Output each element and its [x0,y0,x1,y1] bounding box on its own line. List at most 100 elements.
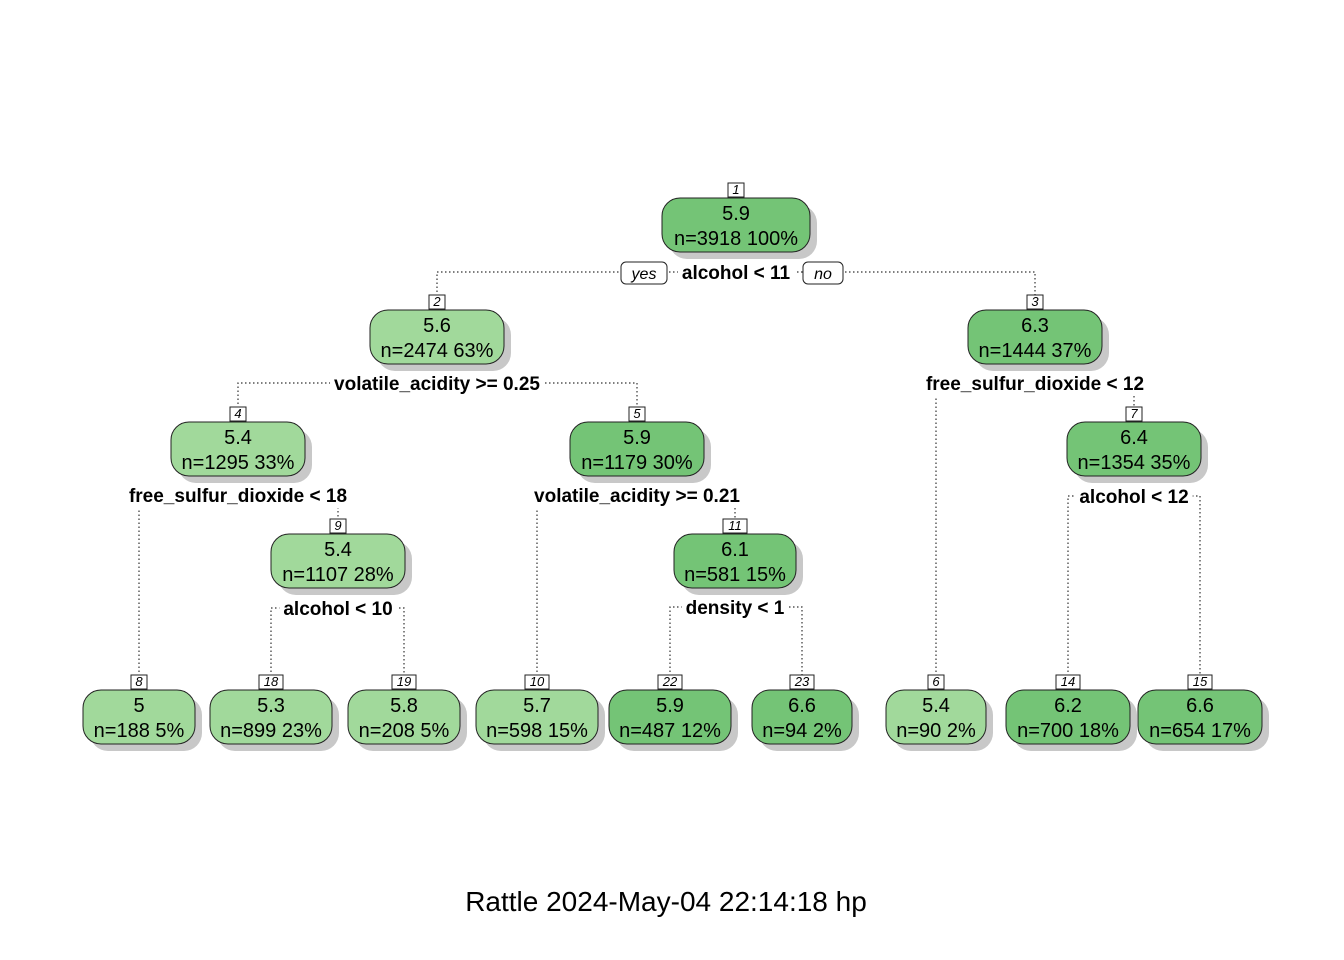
split-label-backdrop [530,485,745,508]
node-value: 5.4 [922,695,950,717]
tree-node-6: 6 5.4 n=90 2% [885,674,993,751]
tree-node-22: 22 5.9 n=487 12% [608,674,738,751]
branch-direction-labels: yes no [620,261,844,285]
tree-node-3: 3 6.3 n=1444 37% [967,294,1109,371]
node-box [82,689,196,745]
yes-label-box [620,261,668,285]
node-id-box [657,674,683,690]
node-value: 5.6 [423,315,451,337]
tree-node-11: 11 6.1 n=581 15% [673,518,803,595]
node-id: 1 [732,182,739,197]
node-id-box [789,674,815,690]
tree-node-10: 10 5.7 n=598 15% [475,674,605,751]
node-value: 5.8 [390,695,418,717]
node-box [885,689,987,745]
node-box [673,533,797,589]
tree-node-9: 9 5.4 n=1107 28% [270,518,412,595]
node-box [475,689,599,745]
node-stats: n=1179 30% [581,452,693,474]
node-stats: n=3918 100% [674,228,798,250]
tree-node-14: 14 6.2 n=700 18% [1005,674,1137,751]
split-label-node-1: alcohol < 11 [682,263,791,284]
node-value: 5.3 [257,695,285,717]
node-id-box [727,182,745,198]
node-id-box [1026,294,1044,310]
node-box [270,533,406,589]
tree-node-5: 5 5.9 n=1179 30% [569,406,711,483]
node-box [608,689,732,745]
tree-node-8: 8 5 n=188 5% [82,674,202,751]
split-label-backdrop [279,598,397,621]
node-id: 11 [728,518,742,533]
split-label-node-4: free_sulfur_dioxide < 18 [129,486,347,507]
node-value: 6.6 [788,695,816,717]
split-label-node-11: density < 1 [686,598,785,619]
node-stats: n=208 5% [359,720,450,742]
split-label-backdrop [681,597,789,620]
node-value: 5.7 [523,695,551,717]
split-label-backdrop [1075,486,1193,509]
tree-node-1: 1 5.9 n=3918 100% [661,182,817,259]
node-value: 5.4 [324,539,352,561]
yes-label: yes [631,266,657,283]
split-label-backdrop [330,373,545,396]
node-value: 6.4 [1120,427,1148,449]
node-value: 5.9 [656,695,684,717]
tree-node-15: 15 6.6 n=654 17% [1137,674,1269,751]
node-id: 10 [530,674,545,689]
node-box [569,421,705,477]
node-value: 6.3 [1021,315,1049,337]
node-id-box [130,674,148,690]
no-label-box [802,261,844,285]
split-label-node-2: volatile_acidity >= 0.25 [334,374,540,395]
split-labels: alcohol < 11 volatile_acidity >= 0.25 free… [124,262,1193,621]
node-box [170,421,306,477]
node-stats: n=899 23% [220,720,322,742]
node-stats: n=1295 33% [182,452,295,474]
node-stats: n=94 2% [762,720,842,742]
node-value: 6.1 [721,539,749,561]
tree-nodes: 1 5.9 n=3918 100% 2 5.6 n=2474 63% 3 6.3 n=1444 … [82,182,1269,751]
split-label-backdrop [124,485,352,508]
node-box [1066,421,1202,477]
no-label: no [814,266,832,283]
tree-node-23: 23 6.6 n=94 2% [751,674,859,751]
node-id-box [1125,406,1143,422]
node-stats: n=654 17% [1149,720,1251,742]
node-id: 8 [135,674,143,689]
caption: Rattle 2024-May-04 22:14:18 hp [465,886,867,917]
node-id-box [722,518,748,534]
node-id-box [927,674,945,690]
node-value: 5.9 [722,203,750,225]
node-value: 5.9 [623,427,651,449]
node-stats: n=1354 35% [1078,452,1191,474]
node-id: 5 [633,406,641,421]
node-id-box [1055,674,1081,690]
node-stats: n=1444 37% [979,340,1092,362]
node-id: 15 [1193,674,1208,689]
node-stats: n=188 5% [94,720,185,742]
node-box [1005,689,1131,745]
node-stats: n=700 18% [1017,720,1119,742]
node-id: 22 [662,674,678,689]
node-id-box [524,674,550,690]
tree-node-19: 19 5.8 n=208 5% [347,674,467,751]
tree-node-2: 2 5.6 n=2474 63% [369,294,511,371]
split-label-backdrop [921,373,1149,396]
node-box [369,309,505,365]
node-id: 18 [264,674,279,689]
node-id-box [1187,674,1213,690]
node-box [967,309,1103,365]
edge-from-node-7 [1067,495,1201,676]
node-id-box [391,674,417,690]
node-id-box [229,406,247,422]
node-id-box [329,518,347,534]
node-box [751,689,853,745]
node-stats: n=90 2% [896,720,976,742]
edge-from-node-1 [436,271,1036,296]
tree-node-18: 18 5.3 n=899 23% [209,674,339,751]
node-id: 23 [794,674,810,689]
node-stats: n=2474 63% [381,340,494,362]
node-id: 14 [1061,674,1075,689]
